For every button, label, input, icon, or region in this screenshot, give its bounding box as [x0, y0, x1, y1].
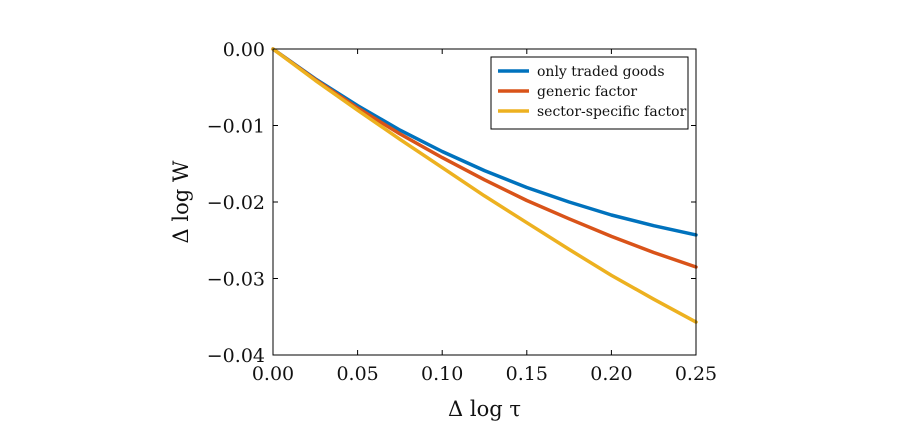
y-tick-label: −0.04 — [207, 345, 265, 367]
x-axis-label: Δ log τ — [448, 397, 521, 421]
x-tick-label: 0.20 — [590, 363, 632, 385]
y-tick-label: −0.01 — [207, 116, 265, 138]
x-tick-label: 0.25 — [675, 363, 717, 385]
y-axis-label: Δ log W — [169, 160, 193, 243]
y-tick-label: 0.00 — [223, 39, 265, 61]
x-tick-label: 0.15 — [506, 363, 548, 385]
y-tick-label: −0.03 — [207, 269, 265, 291]
x-tick-label: 0.05 — [336, 363, 378, 385]
legend-label-2: generic factor — [537, 84, 637, 100]
legend-box — [490, 56, 689, 130]
series-line-3 — [271, 47, 698, 324]
legend: only traded goods generic factor sector-sp… — [490, 56, 689, 130]
legend-label-3: sector-specific factor — [537, 104, 687, 120]
plot-area — [271, 47, 698, 324]
legend-label-1: only traded goods — [537, 64, 665, 80]
axis-ticks: 0.00 0.05 0.10 0.15 0.20 0.25 0.00 −0.01 −0.02 −0… — [207, 39, 717, 385]
y-tick-label: −0.02 — [207, 192, 265, 214]
x-tick-label: 0.10 — [421, 363, 463, 385]
x-tick-label: 0.00 — [252, 363, 294, 385]
